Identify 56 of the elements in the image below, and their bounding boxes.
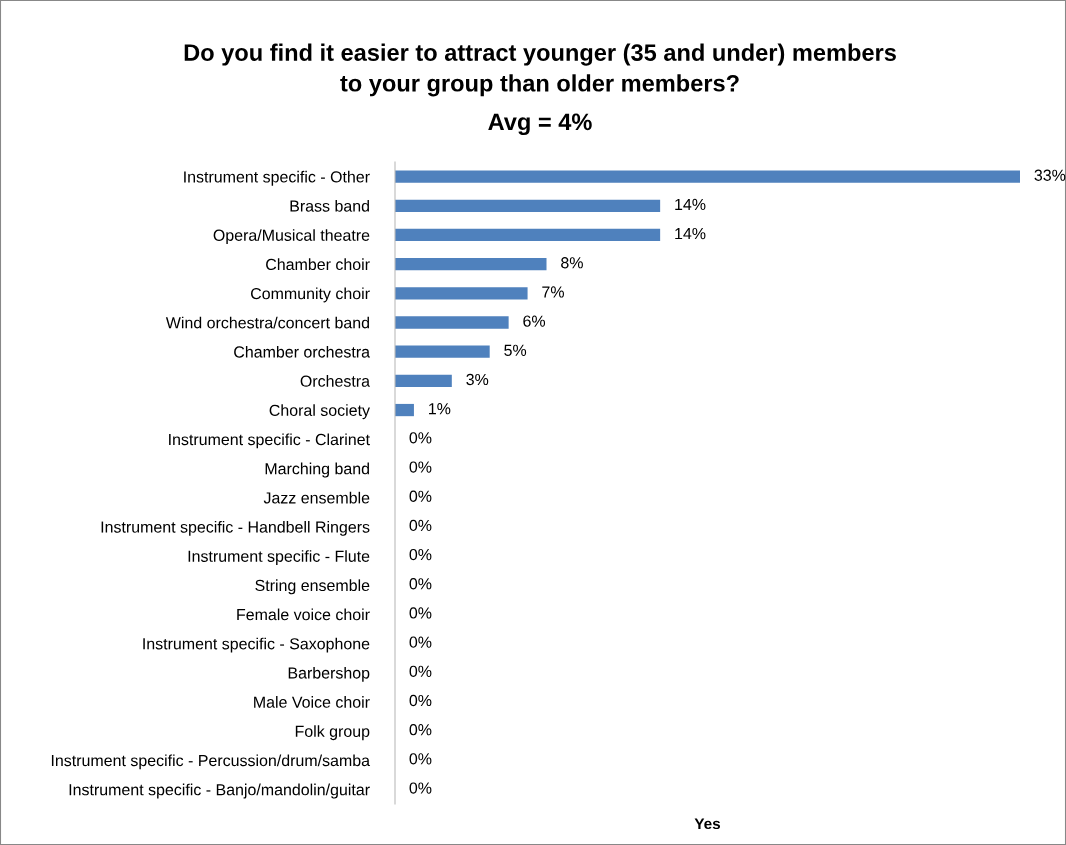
bar <box>395 170 1020 183</box>
data-label: 0% <box>409 578 432 590</box>
bar <box>395 287 528 300</box>
y-tick-label: Chamber choir <box>266 258 370 271</box>
y-tick-label: Instrument specific - Other <box>184 170 370 186</box>
x-axis-title: Yes <box>694 818 721 830</box>
data-label: 6% <box>523 315 546 327</box>
chart-subtitle: Avg = 4% <box>488 113 592 135</box>
y-tick-label: Opera/Musical theatre <box>213 229 370 245</box>
data-label: 0% <box>409 519 432 532</box>
data-label: 33% <box>1034 169 1066 181</box>
y-tick-label: Choral society <box>269 404 370 420</box>
data-label: 0% <box>409 432 432 444</box>
data-label: 7% <box>542 286 564 298</box>
chart-title: Do you find it easier to attract younger (35 and under) members to your group than older members? <box>184 43 896 97</box>
y-tick-label: Female voice choir <box>237 608 370 621</box>
y-tick-label: Community choir <box>250 287 370 303</box>
data-label: 14% <box>675 228 706 240</box>
bar <box>395 403 414 417</box>
data-label: 0% <box>409 753 432 765</box>
y-tick-label: Jazz ensemble <box>263 491 370 504</box>
y-tick-label: Marching band <box>265 462 369 478</box>
data-label: 0% <box>409 636 432 648</box>
bar <box>395 345 490 358</box>
y-tick-label: Instrument specific - Handbell Ringers <box>101 520 370 536</box>
y-tick-label: Instrument specific - Saxophone <box>143 637 370 653</box>
y-tick-label: Brass band <box>290 199 369 212</box>
bar <box>395 258 547 271</box>
bar <box>395 316 509 329</box>
y-tick-label: Instrument specific - Clarinet <box>169 433 370 449</box>
data-label: 5% <box>504 344 527 356</box>
y-tick-label: Male Voice choir <box>254 696 370 708</box>
y-tick-label: Wind orchestra/concert band <box>165 316 369 329</box>
bar <box>395 199 661 212</box>
data-label: 0% <box>409 694 432 707</box>
y-tick-label: Orchestra <box>300 375 370 387</box>
y-tick-label: Instrument specific - Banjo/mandolin/guitar <box>69 783 370 799</box>
data-label: 14% <box>675 198 706 210</box>
data-label: 0% <box>409 607 432 619</box>
bar <box>395 228 661 242</box>
y-tick-label: Instrument specific - Percussion/drum/samba <box>51 754 371 770</box>
data-label: 3% <box>466 373 489 386</box>
y-tick-label: String ensemble <box>255 579 370 595</box>
y-tick-label: Instrument specific - Flute <box>188 550 370 566</box>
bar <box>395 374 452 387</box>
data-label: 8% <box>561 257 583 269</box>
data-label: 0% <box>409 490 432 502</box>
data-label: 1% <box>429 403 451 415</box>
y-tick-label: Barbershop <box>288 666 370 682</box>
y-tick-label: Folk group <box>295 725 370 741</box>
data-label: 0% <box>409 724 432 736</box>
data-label: 0% <box>409 782 432 794</box>
data-label: 0% <box>409 461 432 473</box>
data-label: 0% <box>409 665 432 677</box>
data-label: 0% <box>409 548 432 561</box>
y-tick-label: Chamber orchestra <box>234 345 371 358</box>
